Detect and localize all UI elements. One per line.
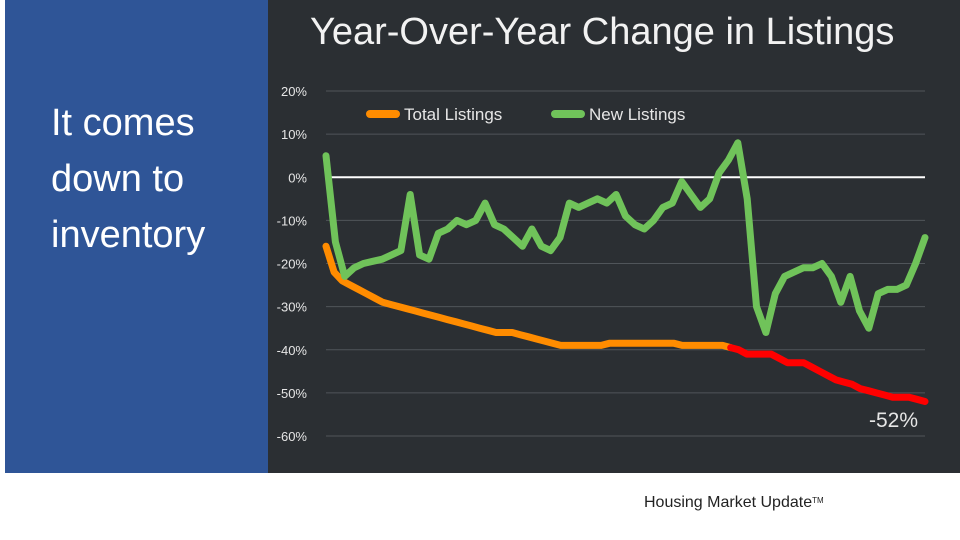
line-chart: 20% 10% 0% -10% -20% -30% -40% -50% -60% Total Li… (277, 84, 929, 444)
left-panel: It comes down to inventory (5, 0, 268, 473)
y-tick-label: 10% (281, 127, 307, 142)
legend-label-new: New Listings (589, 105, 685, 124)
y-tick-label: -40% (277, 343, 308, 358)
new-listings-line (322, 139, 929, 336)
trademark-mark: TM (812, 496, 824, 505)
y-tick-label: -20% (277, 257, 308, 272)
chart-panel (268, 0, 960, 473)
total-listings-line (322, 242, 735, 352)
y-tick-label: -50% (277, 386, 308, 401)
footer-text: Housing Market UpdateTM (644, 494, 824, 512)
y-tick-label: -60% (277, 429, 308, 444)
y-tick-label: -30% (277, 300, 308, 315)
y-tick-label: -10% (277, 213, 308, 228)
slide-heading: It comes down to inventory (51, 102, 206, 256)
y-tick-label: 20% (281, 84, 307, 99)
y-tick-label: 0% (288, 170, 307, 185)
total-listings-recent-line (727, 344, 929, 405)
footer-label: Housing Market Update (644, 494, 813, 511)
chart-title: Year-Over-Year Change in Listings (310, 11, 895, 53)
annotation-label: -52% (869, 409, 918, 432)
legend-label-total: Total Listings (404, 105, 502, 124)
